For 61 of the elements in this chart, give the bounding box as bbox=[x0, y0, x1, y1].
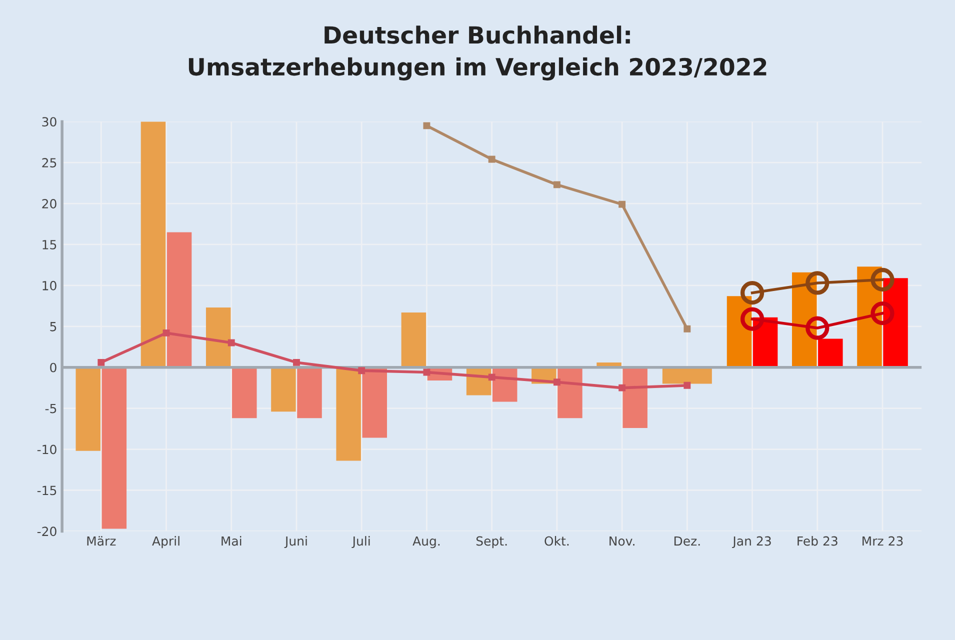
bar bbox=[102, 367, 127, 529]
point bbox=[740, 307, 764, 331]
x-tick-label: Feb 23 bbox=[798, 536, 838, 546]
point bbox=[358, 367, 366, 374]
point bbox=[228, 339, 235, 346]
bar bbox=[166, 232, 192, 368]
bar bbox=[818, 338, 843, 368]
y-tick-label: 20 bbox=[42, 198, 56, 208]
x-tick-label: Nov. bbox=[610, 536, 634, 546]
y-tick-label: 10 bbox=[42, 280, 56, 290]
x-tick-label: Jan 23 bbox=[732, 536, 771, 548]
point bbox=[98, 358, 105, 366]
y-tick-label: 15 bbox=[42, 240, 56, 250]
bar bbox=[76, 367, 100, 451]
point bbox=[870, 268, 894, 292]
point bbox=[740, 281, 764, 305]
chart-title: Deutscher Buchhandel: Umsatzerhebungen im Vergleich 2023/2022 bbox=[188, 26, 766, 80]
point bbox=[618, 384, 626, 392]
point bbox=[488, 374, 496, 381]
bar bbox=[271, 367, 296, 412]
point bbox=[870, 301, 894, 326]
point bbox=[553, 181, 560, 188]
x-tick-label: Juli bbox=[352, 536, 370, 548]
bar bbox=[336, 367, 361, 461]
bar bbox=[206, 308, 231, 368]
point bbox=[488, 156, 496, 163]
bar bbox=[297, 367, 322, 418]
x-tick-label: Aug. bbox=[412, 536, 440, 548]
bar bbox=[401, 312, 426, 368]
bar bbox=[140, 122, 166, 368]
point bbox=[618, 200, 626, 208]
y-tick-label: 5 bbox=[50, 322, 56, 332]
x-tick-label: April bbox=[152, 536, 180, 548]
y-tick-label: 30 bbox=[42, 117, 56, 127]
point bbox=[684, 325, 691, 332]
y-tick-label: -10 bbox=[37, 444, 56, 454]
y-tick-label: -20 bbox=[37, 526, 56, 536]
point bbox=[553, 378, 560, 386]
point bbox=[684, 382, 691, 389]
bar bbox=[362, 367, 387, 438]
x-tick-label: Mai bbox=[222, 536, 242, 546]
point bbox=[423, 122, 430, 130]
y-tick-label: 0 bbox=[50, 362, 56, 372]
x-tick-label: März bbox=[87, 536, 116, 546]
point bbox=[806, 271, 830, 295]
y-tick-label: -5 bbox=[45, 404, 56, 414]
x-tick-label: Dez. bbox=[674, 536, 700, 546]
x-tick-label: Juni bbox=[284, 536, 307, 548]
bar bbox=[558, 367, 582, 418]
point bbox=[162, 329, 170, 336]
bar bbox=[883, 278, 908, 368]
x-tick-label: Okt. bbox=[544, 536, 569, 546]
x-tick-label: Mrz 23 bbox=[862, 536, 903, 546]
point bbox=[293, 358, 300, 366]
y-tick-label: -15 bbox=[37, 486, 56, 496]
bar bbox=[622, 367, 648, 428]
x-tick-label: Sept. bbox=[476, 536, 507, 548]
point bbox=[423, 368, 430, 376]
y-tick-label: 25 bbox=[42, 158, 56, 168]
point bbox=[806, 316, 830, 340]
bar bbox=[232, 367, 257, 418]
